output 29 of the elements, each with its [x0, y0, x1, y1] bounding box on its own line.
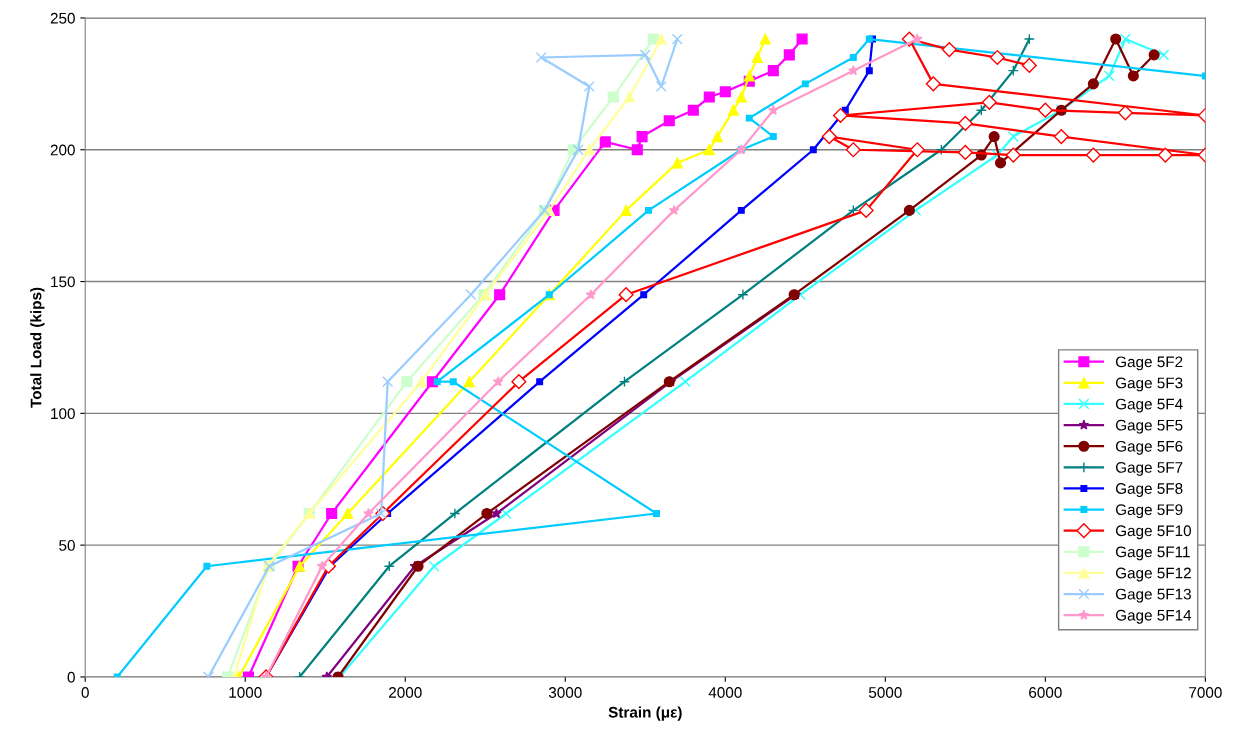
x-tick-label: 5000	[868, 687, 902, 698]
legend-label: Gage 5F10	[1115, 525, 1192, 540]
y-tick-label: 0	[67, 671, 75, 683]
legend-label: Gage 5F5	[1115, 419, 1183, 434]
legend-label: Gage 5F2	[1115, 356, 1183, 371]
x-tick-label: 6000	[1029, 687, 1062, 698]
x-tick-label: 2000	[389, 687, 422, 698]
x-tick-label: 7000	[1189, 687, 1222, 698]
legend-label: Gage 5F3	[1115, 377, 1183, 392]
legend-label: Gage 5F14	[1115, 609, 1192, 624]
legend-label: Gage 5F6	[1115, 440, 1183, 455]
x-tick-label: 3000	[548, 687, 582, 698]
y-tick-label: 50	[59, 540, 75, 551]
x-axis-title: Strain (με)	[608, 706, 682, 721]
legend-label: Gage 5F7	[1115, 462, 1183, 476]
legend-label: Gage 5F11	[1115, 546, 1190, 561]
legend-label: Gage 5F4	[1115, 398, 1183, 413]
x-tick-label: 0	[81, 687, 89, 698]
legend-label: Gage 5F13	[1115, 588, 1191, 603]
legend-label: Gage 5F9	[1115, 504, 1183, 519]
x-tick-label: 4000	[708, 687, 742, 698]
y-tick-label: 250	[50, 12, 75, 24]
legend-label: Gage 5F8	[1115, 483, 1183, 497]
y-tick-label: 150	[51, 276, 75, 288]
y-axis-title: Total Load (kips)	[30, 287, 45, 408]
x-tick-label: 1000	[229, 687, 262, 698]
y-tick-label: 100	[51, 408, 75, 420]
y-tick-label: 200	[50, 144, 75, 156]
legend-label: Gage 5F12	[1115, 567, 1191, 582]
